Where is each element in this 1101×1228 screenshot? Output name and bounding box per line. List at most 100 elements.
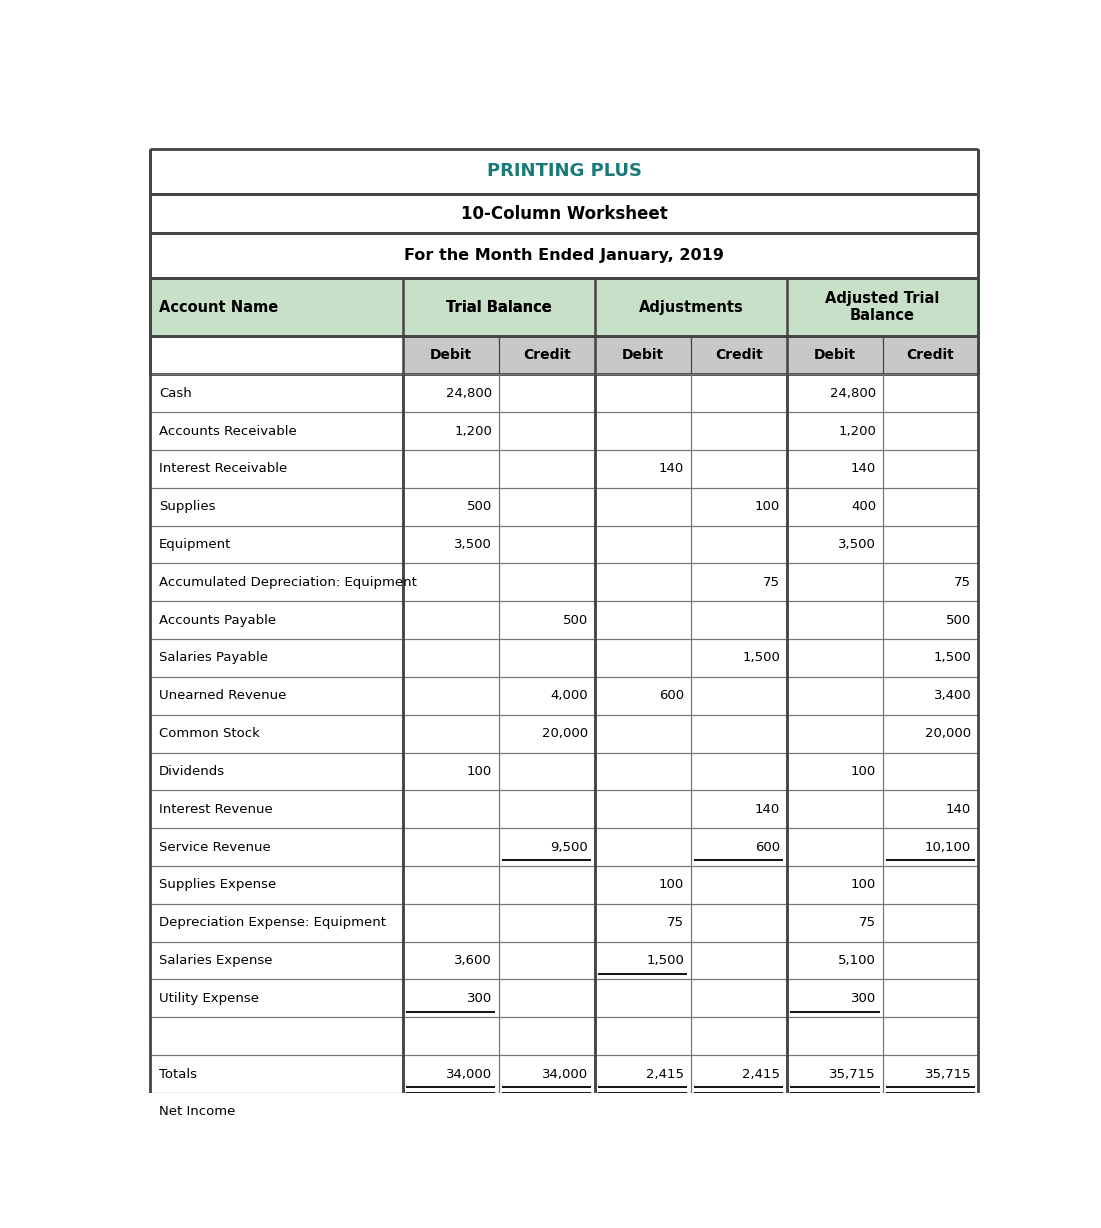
Bar (151, 375, 978, 413)
Bar (883, 336, 978, 375)
Text: 140: 140 (946, 803, 971, 815)
Bar (499, 336, 595, 375)
Bar (151, 715, 978, 753)
Text: Totals: Totals (159, 1067, 197, 1081)
Text: 3,500: 3,500 (838, 538, 876, 551)
Bar (151, 413, 978, 449)
Bar (151, 866, 978, 904)
Text: 34,000: 34,000 (542, 1067, 588, 1081)
Bar (151, 753, 978, 791)
Bar (151, 564, 978, 602)
Text: Accounts Payable: Accounts Payable (159, 614, 276, 626)
Bar (403, 336, 499, 375)
Text: 24,800: 24,800 (830, 387, 876, 399)
Text: Equipment: Equipment (159, 538, 231, 551)
Text: Depreciation Expense: Equipment: Depreciation Expense: Equipment (159, 916, 386, 930)
Text: For the Month Ended January, 2019: For the Month Ended January, 2019 (404, 248, 724, 263)
Text: 1,500: 1,500 (646, 954, 684, 966)
Text: Net Income: Net Income (159, 1105, 236, 1119)
Text: 75: 75 (859, 916, 876, 930)
Bar (151, 1093, 978, 1131)
Text: Salaries Expense: Salaries Expense (159, 954, 272, 966)
Text: 140: 140 (755, 803, 781, 815)
Text: 1,500: 1,500 (934, 652, 971, 664)
Text: Credit: Credit (715, 349, 763, 362)
Text: Trial Balance: Trial Balance (446, 300, 552, 314)
Text: 10,100: 10,100 (925, 841, 971, 853)
Text: Debit: Debit (814, 349, 855, 362)
Text: 100: 100 (755, 500, 781, 513)
Text: 34,000: 34,000 (446, 1067, 492, 1081)
Text: 140: 140 (851, 463, 876, 475)
Text: 75: 75 (667, 916, 684, 930)
Bar (151, 336, 978, 375)
Text: 24,800: 24,800 (446, 387, 492, 399)
Bar (787, 336, 883, 375)
Text: Accounts Receivable: Accounts Receivable (159, 425, 296, 437)
Text: Dividends: Dividends (159, 765, 225, 777)
Text: Salaries Payable: Salaries Payable (159, 652, 268, 664)
Text: Interest Receivable: Interest Receivable (159, 463, 287, 475)
Bar (151, 980, 978, 1017)
Bar (151, 791, 978, 828)
Text: PRINTING PLUS: PRINTING PLUS (487, 162, 642, 181)
Text: Account Name: Account Name (159, 300, 279, 314)
Text: 3,400: 3,400 (934, 689, 971, 702)
Bar (151, 1055, 978, 1093)
Bar (151, 828, 978, 866)
Text: 100: 100 (467, 765, 492, 777)
Text: 500: 500 (467, 500, 492, 513)
Text: Cash: Cash (159, 387, 192, 399)
Text: 1,500: 1,500 (742, 652, 781, 664)
Text: Debit: Debit (622, 349, 664, 362)
Text: Credit: Credit (523, 349, 570, 362)
Text: 300: 300 (467, 992, 492, 1005)
Text: 1,200: 1,200 (838, 425, 876, 437)
Text: Credit: Credit (906, 349, 955, 362)
Text: 600: 600 (755, 841, 781, 853)
Text: 3,600: 3,600 (455, 954, 492, 966)
Bar (595, 336, 691, 375)
Text: 1,200: 1,200 (455, 425, 492, 437)
Bar (151, 942, 978, 980)
Text: Common Stock: Common Stock (159, 727, 260, 740)
Text: 600: 600 (658, 689, 684, 702)
Text: 9,500: 9,500 (550, 841, 588, 853)
Bar (151, 526, 978, 564)
Text: Supplies: Supplies (159, 500, 216, 513)
Bar (151, 150, 978, 194)
Bar (151, 336, 403, 375)
Bar (151, 233, 978, 278)
Text: 400: 400 (851, 500, 876, 513)
Text: 5,100: 5,100 (838, 954, 876, 966)
Text: Utility Expense: Utility Expense (159, 992, 259, 1005)
Bar (151, 488, 978, 526)
Text: 3,500: 3,500 (455, 538, 492, 551)
Text: 2,415: 2,415 (646, 1067, 684, 1081)
Bar (151, 677, 978, 715)
Bar (691, 336, 787, 375)
Text: Trial Balance: Trial Balance (446, 300, 552, 314)
Text: 500: 500 (563, 614, 588, 626)
Text: 100: 100 (851, 765, 876, 777)
Text: 4,000: 4,000 (550, 689, 588, 702)
Text: 2,415: 2,415 (742, 1067, 781, 1081)
Text: Service Revenue: Service Revenue (159, 841, 271, 853)
Text: Accumulated Depreciation: Equipment: Accumulated Depreciation: Equipment (159, 576, 417, 588)
Text: Adjusted Trial
Balance: Adjusted Trial Balance (826, 291, 939, 323)
Text: 35,715: 35,715 (925, 1067, 971, 1081)
Text: 100: 100 (658, 878, 684, 892)
Text: 20,000: 20,000 (542, 727, 588, 740)
Text: 35,715: 35,715 (829, 1067, 876, 1081)
Text: 500: 500 (946, 614, 971, 626)
Text: 10-Column Worksheet: 10-Column Worksheet (461, 205, 667, 222)
Text: 100: 100 (851, 878, 876, 892)
Bar (151, 639, 978, 677)
Bar (151, 194, 978, 233)
Bar (151, 1017, 978, 1055)
Text: Debit: Debit (429, 349, 472, 362)
Bar (151, 278, 978, 336)
Text: 20,000: 20,000 (925, 727, 971, 740)
Text: 300: 300 (851, 992, 876, 1005)
Text: 75: 75 (955, 576, 971, 588)
